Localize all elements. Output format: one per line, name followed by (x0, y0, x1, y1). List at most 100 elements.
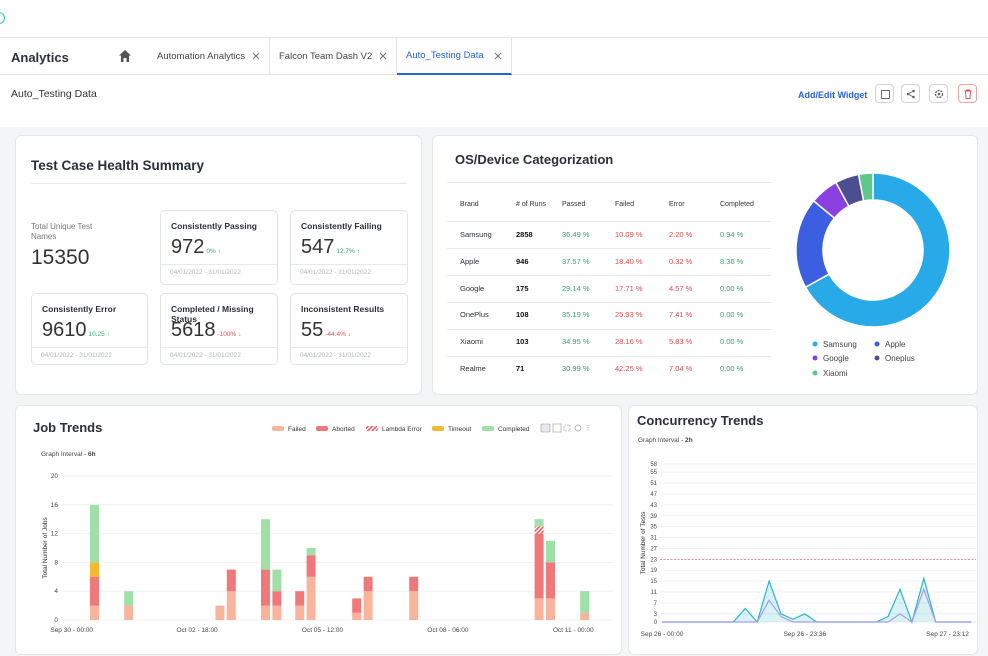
table-cell: 10.09 % (615, 230, 643, 239)
card-value: 5618 (171, 319, 216, 341)
tab-label[interactable]: Auto_Testing Data (406, 49, 484, 61)
card-change: 12.7% ↑ (336, 248, 360, 255)
add-widget-link[interactable]: Add/Edit Widget (798, 90, 868, 100)
layout-button[interactable] (875, 84, 894, 103)
card-value-row: 547 12.7% ↑ (301, 236, 360, 259)
settings-button[interactable] (929, 84, 948, 103)
table-cell: 108 (516, 310, 529, 320)
close-icon[interactable] (252, 52, 260, 60)
home-icon[interactable] (118, 49, 132, 63)
table-cell: 17.71 % (615, 283, 643, 293)
table-cell: 71 (516, 364, 525, 373)
metric-card: Completed / Missing Status 5618 -100% ↓ 04/… (160, 293, 278, 365)
icon (964, 89, 972, 99)
card-change: -100% ↓ (217, 331, 242, 338)
metric-card: Consistently Failing 547 12.7% ↑ 04/01/2022… (290, 210, 408, 285)
table-cell: Google (460, 283, 485, 293)
table-rule (447, 248, 771, 250)
table-cell: 25.93 % (615, 310, 643, 320)
table-cell: 34.95 % (562, 337, 590, 347)
table-cell: 42.25 % (615, 364, 643, 373)
table-cell: 36.49 % (562, 230, 590, 239)
card-value-row: 5618 -100% ↓ (171, 319, 241, 342)
card-dates: 04/01/2022 - 31/01/2022 (291, 347, 407, 363)
tab[interactable]: Automation Analytics (148, 37, 270, 75)
table-cell: 2.20 % (669, 230, 693, 239)
total-label: Total Unique Test Names (31, 222, 93, 241)
table-cell: OnePlus (460, 310, 489, 320)
card-dates: 04/01/2022 - 31/01/2022 (161, 264, 277, 280)
card-value: 55 (301, 319, 324, 341)
table-rule (447, 355, 771, 357)
card-title: Inconsistent Results (301, 304, 385, 314)
table-cell: 2858 (516, 230, 533, 239)
table-rule (447, 221, 771, 222)
card-title: Completed / Missing Status (171, 304, 254, 324)
table-cell: 7.41 % (669, 310, 693, 320)
divider (31, 183, 407, 184)
table-cell: 29.14 % (562, 283, 590, 293)
table-cell: 0.00 % (720, 310, 744, 320)
table-cell: 0.94 % (720, 230, 744, 239)
graph-interval-label: Graph Interval - (41, 451, 87, 458)
logo (0, 12, 5, 24)
card-title: Consistently Failing (301, 221, 382, 231)
tab[interactable]: Auto_Testing Data (397, 37, 512, 75)
table-cell: 103 (516, 337, 529, 347)
card-dates: 04/01/2022 - 31/01/2022 (32, 347, 147, 363)
card-value: 547 (301, 236, 335, 258)
table-header: Brand (460, 200, 479, 208)
panel-title: OS/Device Categorization (455, 152, 614, 167)
icon (906, 89, 915, 99)
icon (881, 90, 890, 99)
table-rule (447, 302, 771, 303)
card-value: 9610 (42, 319, 87, 341)
card-dates: 04/01/2022 - 31/01/2022 (291, 264, 407, 280)
metric-card: Consistently Error 9610 10.25 ↑ 04/01/2022 … (31, 293, 148, 365)
metric-card: Inconsistent Results 55 -44.4% ↓ 04/01/2022… (290, 293, 408, 365)
graph-interval: Graph Interval - 2h (638, 437, 693, 444)
tab[interactable]: Falcon Team Dash V2 (270, 37, 397, 75)
table-cell: 0.00 % (720, 337, 744, 347)
table-cell: Apple (460, 256, 480, 266)
table-cell: 35.19 % (562, 310, 590, 320)
table-cell: 28.16 % (615, 337, 643, 347)
total-value: 15350 (31, 246, 90, 269)
card-title: Consistently Error (42, 304, 117, 314)
table-cell: 37.57 % (562, 256, 590, 266)
card-value-row: 972 0% ↑ (171, 236, 221, 259)
card-value: 972 (171, 236, 205, 258)
close-icon[interactable] (379, 52, 387, 60)
table-header: Completed (720, 200, 754, 208)
panel-title: Job Trends (33, 420, 103, 435)
table-cell: 175 (516, 283, 529, 293)
table-cell: Samsung (460, 230, 492, 239)
table-cell: 0.00 % (720, 283, 744, 293)
card-value-row: 9610 10.25 ↑ (42, 319, 110, 342)
job-trends-panel (15, 405, 622, 655)
tab-label[interactable]: Automation Analytics (157, 50, 246, 62)
table-cell: Realme (460, 364, 486, 373)
dashboard-title: Auto_Testing Data (11, 88, 97, 100)
graph-interval-value: 2h (684, 437, 693, 444)
share-button[interactable] (901, 84, 920, 103)
card-title: Consistently Passing (171, 221, 257, 231)
panel-title: Test Case Health Summary (31, 158, 205, 173)
metric-card: Consistently Passing 972 0% ↑ 04/01/2022 - … (160, 210, 278, 285)
table-cell: 4.57 % (669, 283, 693, 293)
table-cell: 0.00 % (720, 364, 744, 373)
graph-interval-label: Graph Interval - (638, 437, 684, 444)
close-icon[interactable] (494, 52, 502, 60)
graph-interval-value: 6h (87, 451, 96, 458)
card-dates: 04/01/2022 - 31/01/2022 (161, 347, 277, 363)
table-header: Failed (615, 200, 635, 208)
graph-interval: Graph Interval - 6h (41, 451, 96, 458)
card-change: -44.4% ↓ (325, 331, 351, 338)
tab-label[interactable]: Falcon Team Dash V2 (279, 50, 373, 62)
table-cell: 0.32 % (669, 256, 693, 266)
top-strip (0, 0, 988, 37)
table-header: Passed (562, 200, 586, 208)
delete-button[interactable] (958, 84, 977, 103)
table-cell: 8.36 % (720, 256, 744, 266)
app-title: Analytics (11, 50, 69, 65)
